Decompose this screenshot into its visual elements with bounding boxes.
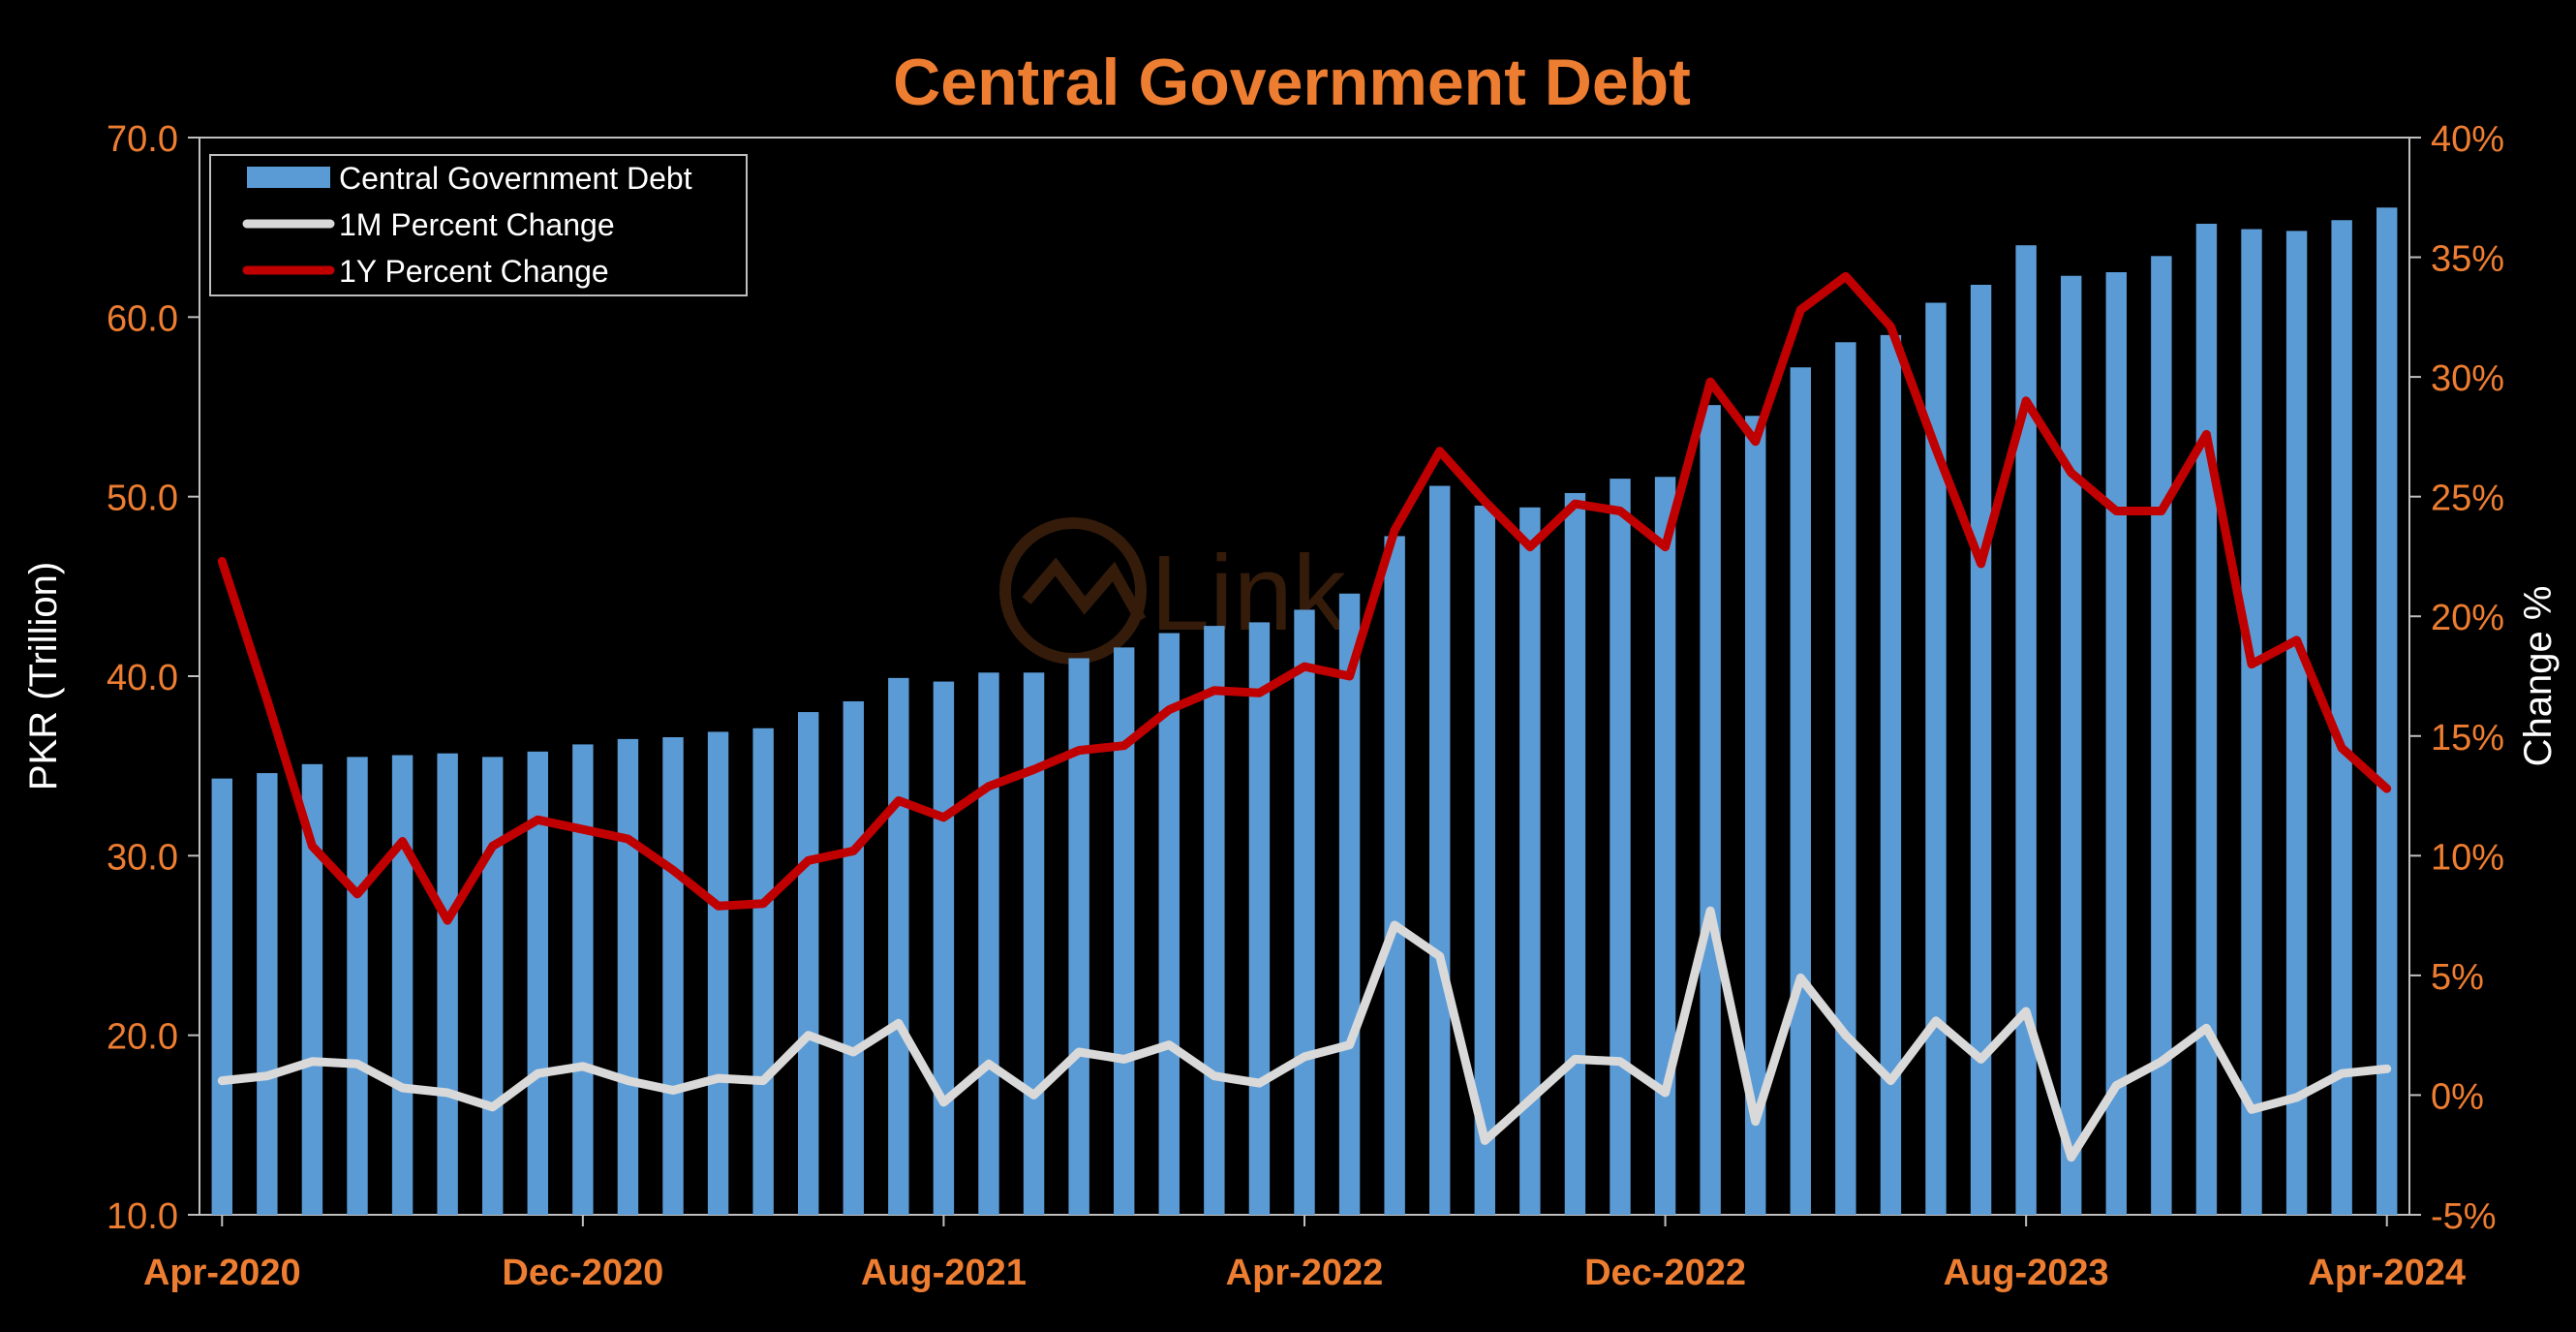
bar [1835,342,1856,1215]
bar [1790,367,1811,1215]
bar [437,753,458,1215]
watermark-zigzag [1022,557,1147,623]
bar [2241,229,2262,1215]
x-tick-label: Dec-2020 [502,1253,663,1293]
y2-tick-label: 25% [2431,479,2504,519]
bar [798,712,819,1215]
y2-tick-label: 15% [2431,718,2504,759]
bar [1068,658,1089,1215]
bar [391,755,414,1215]
bar [1745,416,1766,1215]
bar [1248,622,1271,1215]
bar [2285,231,2308,1215]
bar [1384,536,1405,1215]
y2-tick-label: 35% [2431,239,2504,280]
y-tick-label: 50.0 [107,479,178,519]
y2-tick-label: -5% [2431,1196,2497,1237]
bar [1158,633,1180,1215]
bar [888,677,909,1215]
bar [752,728,774,1215]
bar [1654,477,1676,1215]
bar [2105,272,2127,1215]
bar [1880,334,1902,1215]
legend-label-debt: Central Government Debt [339,161,692,196]
bar [707,731,729,1215]
bar [572,744,594,1215]
bar [301,763,323,1215]
y-axis-title: PKR (Trillion) [22,562,65,790]
x-tick-label: Apr-2022 [1226,1253,1384,1293]
y-tick-label: 10.0 [107,1196,178,1237]
y2-tick-label: 5% [2431,957,2484,998]
right-axis-ticks: -5% 0% 5% 10% 15% 20% 25% 30% 35% 40% [2409,119,2504,1237]
x-tick-label: Aug-2021 [861,1253,1027,1293]
y2-tick-label: 10% [2431,837,2504,878]
x-tick-label: Dec-2022 [1584,1253,1746,1293]
y2-tick-label: 20% [2431,598,2504,638]
bar [2151,256,2172,1215]
bar [662,737,684,1215]
y2-tick-label: 30% [2431,358,2504,399]
x-tick-label: Apr-2020 [143,1253,301,1293]
line-series [217,271,2392,1162]
bar [527,751,548,1215]
bar [347,757,368,1215]
y-tick-label: 70.0 [107,119,178,160]
x-tick-label: Apr-2024 [2308,1253,2466,1293]
x-axis-ticks: Apr-2020 Dec-2020 Aug-2021 Apr-2022 Dec-2022… [143,1215,2466,1293]
y-tick-label: 30.0 [107,837,178,878]
bar [2331,220,2352,1216]
bar [2015,245,2037,1215]
bar [1338,593,1361,1215]
watermark-text: Link [1150,534,1347,653]
bar [2061,275,2082,1215]
line-1m-percent-change [217,906,2392,1162]
y2-tick-label: 0% [2431,1076,2484,1117]
bar [1700,405,1721,1215]
bar [1610,479,1631,1216]
y-tick-label: 40.0 [107,658,178,698]
bar [1564,492,1586,1216]
bar [978,672,999,1215]
bar [1925,302,1947,1215]
bar [482,757,504,1215]
line-1y-percent-change [217,271,2392,925]
bar [1294,609,1315,1215]
y-tick-label: 60.0 [107,298,178,339]
left-axis-ticks: 10.0 20.0 30.0 40.0 50.0 60.0 70.0 [107,119,199,1237]
bar [1519,507,1541,1215]
bar [933,681,955,1215]
bar [1114,647,1135,1215]
legend-swatch-debt [247,167,330,188]
bar [2377,207,2398,1215]
y2-tick-label: 40% [2431,119,2504,160]
watermark-logo: Link [999,517,1347,665]
legend: Central Government Debt 1M Percent Chang… [209,154,748,296]
bar [843,700,864,1215]
bar [1429,485,1451,1216]
y-tick-label: 20.0 [107,1017,178,1058]
bar [211,778,232,1215]
bar [1474,505,1495,1215]
y2-axis-title: Change % [2517,586,2560,767]
chart-title: Central Government Debt [893,46,1691,119]
bar [1023,672,1045,1215]
bar [617,738,639,1215]
legend-label-1y: 1Y Percent Change [339,254,609,289]
bar [1204,626,1225,1215]
legend-label-1m: 1M Percent Change [339,207,615,242]
x-tick-label: Aug-2023 [1944,1253,2109,1293]
bar [257,773,278,1215]
bar [1970,284,1992,1215]
bar [2195,223,2218,1215]
